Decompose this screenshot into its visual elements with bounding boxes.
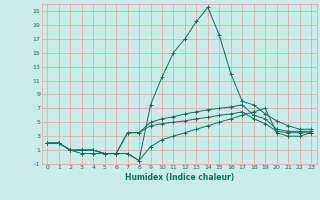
X-axis label: Humidex (Indice chaleur): Humidex (Indice chaleur) [124, 173, 234, 182]
